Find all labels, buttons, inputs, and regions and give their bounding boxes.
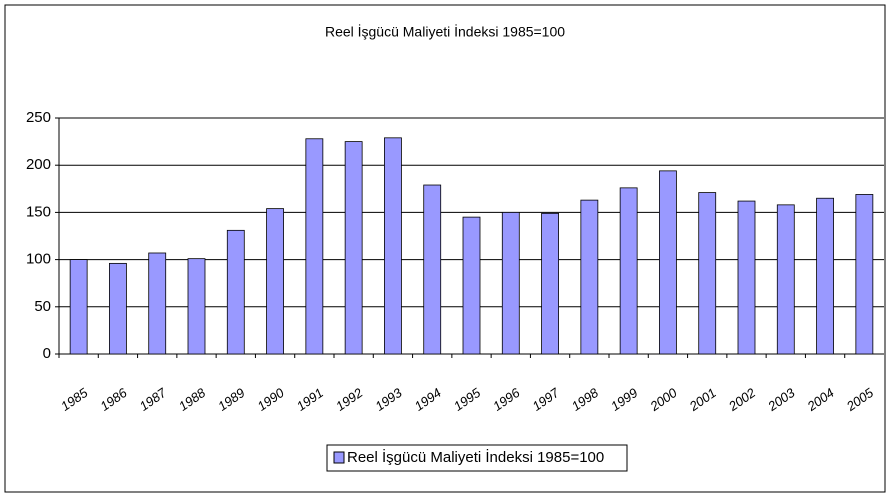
y-tick-label: 250 (26, 109, 51, 126)
chart-title: Reel İşgücü Maliyeti İndeksi 1985=100 (325, 23, 565, 40)
bar (619, 187, 638, 355)
bar (462, 216, 481, 355)
bar (816, 197, 834, 355)
bar (659, 170, 677, 355)
bar (187, 258, 206, 355)
bar (698, 192, 717, 355)
bar (501, 211, 520, 355)
bar (541, 212, 559, 355)
y-tick-label: 150 (26, 203, 51, 220)
y-tick-label: 200 (26, 156, 51, 173)
y-tick-label: 100 (26, 251, 51, 268)
bar (580, 199, 599, 355)
y-tick-label: 0 (43, 345, 51, 362)
bar (266, 208, 284, 355)
legend-box (326, 444, 628, 472)
bar (737, 200, 756, 355)
bar (344, 141, 363, 355)
bar (423, 184, 442, 355)
bar (226, 229, 245, 355)
legend-swatch (333, 451, 345, 464)
bar (109, 262, 127, 355)
bar (384, 137, 402, 355)
bar (305, 138, 324, 355)
bar (776, 204, 795, 355)
bar (69, 259, 88, 355)
y-tick-label: 50 (34, 298, 51, 315)
legend-label: Reel İşgücü Maliyeti İndeksi 1985=100 (347, 448, 604, 466)
bar (148, 252, 167, 355)
bar (855, 194, 874, 355)
